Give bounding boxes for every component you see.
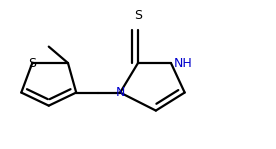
Text: S: S [134,9,142,22]
Text: NH: NH [174,56,192,70]
Text: S: S [28,56,36,70]
Text: N: N [115,86,125,99]
